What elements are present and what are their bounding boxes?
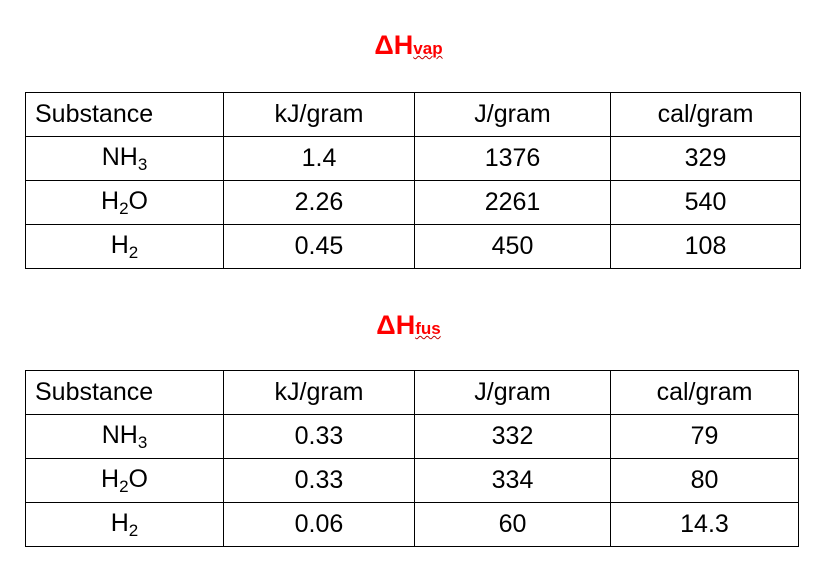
header-cell: cal/gram <box>610 92 801 137</box>
data-table: Substance kJ/gram J/gram cal/gram NH3 1.4 1376… <box>25 92 801 269</box>
header-cell: J/gram <box>414 92 611 137</box>
value-cell: 60 <box>414 502 611 547</box>
header-cell: J/gram <box>414 370 611 415</box>
header-row: Substance kJ/gram J/gram cal/gram <box>25 92 801 137</box>
data-row: H2 0.45 450 108 <box>25 224 801 269</box>
value-cell: 0.33 <box>223 458 415 503</box>
value-cell: 80 <box>610 458 799 503</box>
formula-subscript: 3 <box>137 432 148 452</box>
value-cell: 1376 <box>414 136 611 181</box>
title-main: ΔH <box>374 30 414 60</box>
header-row: Substance kJ/gram J/gram cal/gram <box>25 370 799 415</box>
value-cell: 332 <box>414 414 611 459</box>
data-row: NH3 0.33 332 79 <box>25 414 799 459</box>
formula-base: H <box>110 508 129 537</box>
value-cell: 329 <box>610 136 801 181</box>
value-cell: 2261 <box>414 180 611 225</box>
formula-base: H <box>101 186 120 215</box>
data-table: Substance kJ/gram J/gram cal/gram NH3 0.33 332… <box>25 370 799 547</box>
formula-base: H <box>101 464 120 493</box>
value-cell: 450 <box>414 224 611 269</box>
formula-subscript: 2 <box>119 198 129 218</box>
header-cell: kJ/gram <box>223 92 415 137</box>
value-cell: 334 <box>414 458 611 503</box>
header-cell: cal/gram <box>610 370 799 415</box>
header-cell: kJ/gram <box>223 370 415 415</box>
header-cell: Substance <box>25 370 224 415</box>
formula-tail: O <box>128 186 148 215</box>
title-subscript: vap <box>413 39 443 58</box>
formula-cell: H2O <box>25 180 224 225</box>
value-cell: 14.3 <box>610 502 799 547</box>
formula-subscript: 3 <box>137 154 148 174</box>
formula-subscript: 2 <box>119 476 129 496</box>
value-cell: 79 <box>610 414 799 459</box>
title-subscript: fus <box>415 319 441 338</box>
data-row: NH3 1.4 1376 329 <box>25 136 801 181</box>
formula-subscript: 2 <box>128 520 139 540</box>
title-main: ΔH <box>376 310 416 340</box>
formula-cell: H2 <box>25 502 224 547</box>
value-cell: 108 <box>610 224 801 269</box>
formula-cell: H2O <box>25 458 224 503</box>
formula-cell: NH3 <box>25 136 224 181</box>
formula-cell: H2 <box>25 224 224 269</box>
value-cell: 0.33 <box>223 414 415 459</box>
formula-tail: O <box>128 464 148 493</box>
value-cell: 2.26 <box>223 180 415 225</box>
formula-base: H <box>110 230 129 259</box>
value-cell: 1.4 <box>223 136 415 181</box>
formula-base: NH <box>101 142 138 171</box>
header-cell: Substance <box>25 92 224 137</box>
section-title: ΔHvap <box>0 30 817 61</box>
formula-base: NH <box>101 420 138 449</box>
formula-subscript: 2 <box>128 242 139 262</box>
value-cell: 540 <box>610 180 801 225</box>
data-row: H2O 2.26 2261 540 <box>25 180 801 225</box>
section-title: ΔHfus <box>0 310 817 341</box>
data-row: H2 0.06 60 14.3 <box>25 502 799 547</box>
value-cell: 0.06 <box>223 502 415 547</box>
formula-cell: NH3 <box>25 414 224 459</box>
value-cell: 0.45 <box>223 224 415 269</box>
data-row: H2O 0.33 334 80 <box>25 458 799 503</box>
